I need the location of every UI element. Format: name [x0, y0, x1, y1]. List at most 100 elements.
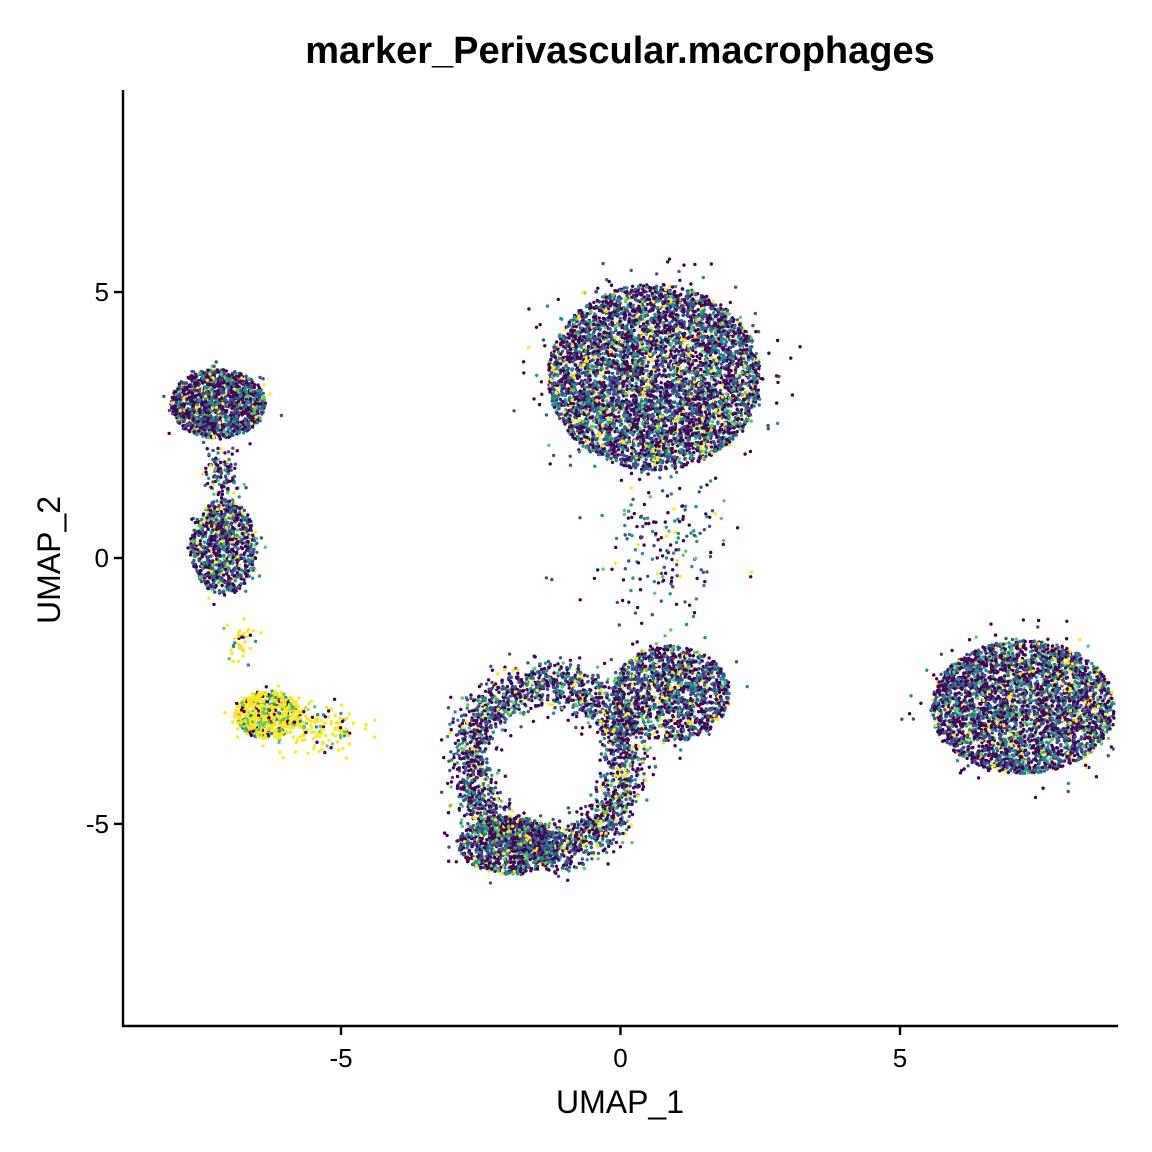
data-point — [575, 422, 579, 427]
data-point — [658, 394, 663, 398]
data-point — [596, 441, 600, 446]
data-point — [612, 425, 617, 429]
data-point — [650, 468, 655, 472]
data-point — [552, 345, 556, 349]
data-point — [629, 471, 634, 476]
data-point — [733, 398, 737, 402]
data-point — [667, 308, 672, 313]
data-point — [621, 430, 625, 435]
data-point — [605, 350, 609, 354]
data-point — [675, 327, 679, 332]
data-point — [652, 365, 657, 369]
data-point — [595, 298, 599, 303]
data-point — [631, 407, 636, 412]
data-point — [636, 418, 640, 423]
data-point — [652, 333, 657, 337]
data-point — [626, 390, 631, 395]
data-point — [630, 288, 634, 292]
data-point — [710, 420, 715, 424]
data-point — [662, 315, 667, 320]
data-point — [713, 314, 718, 319]
data-point — [619, 460, 624, 465]
data-point — [718, 447, 722, 451]
data-point — [646, 393, 651, 397]
data-point — [570, 368, 574, 372]
data-point — [689, 411, 694, 415]
data-point — [606, 403, 610, 407]
data-point — [680, 287, 684, 291]
data-point — [731, 362, 735, 366]
data-point — [612, 389, 616, 394]
data-point — [598, 327, 602, 331]
data-point — [717, 438, 721, 443]
data-point — [674, 411, 678, 415]
data-point — [711, 349, 716, 353]
data-point — [670, 405, 674, 409]
data-point — [656, 430, 660, 434]
data-point — [555, 391, 559, 395]
data-point — [699, 323, 703, 327]
data-point — [728, 410, 732, 415]
data-point — [660, 313, 664, 317]
data-point — [604, 370, 608, 375]
data-point — [643, 435, 647, 439]
data-point — [569, 351, 573, 355]
data-point — [611, 386, 615, 390]
data-point — [612, 297, 616, 302]
data-point — [633, 360, 637, 364]
data-point — [735, 362, 739, 366]
data-point — [676, 306, 681, 310]
data-point — [603, 326, 607, 330]
data-point — [748, 393, 752, 397]
data-point — [576, 399, 581, 403]
data-point — [689, 319, 693, 323]
data-point — [755, 363, 759, 368]
data-point — [596, 385, 600, 389]
data-point — [740, 417, 744, 422]
data-point — [704, 454, 708, 458]
data-point — [634, 450, 638, 454]
data-point — [588, 378, 593, 382]
data-point — [633, 439, 637, 443]
data-point — [637, 336, 641, 341]
data-point — [605, 366, 609, 370]
data-point — [690, 408, 694, 412]
data-point — [650, 329, 654, 333]
data-point — [695, 426, 699, 431]
data-point — [623, 299, 628, 304]
data-point — [703, 410, 707, 414]
data-point — [585, 303, 590, 308]
data-point — [697, 435, 701, 439]
data-point — [617, 347, 621, 351]
data-point — [667, 257, 672, 261]
data-point — [593, 347, 597, 351]
data-point — [745, 367, 749, 371]
data-point — [672, 324, 677, 329]
data-point — [605, 309, 609, 313]
data-point — [697, 490, 701, 494]
data-point — [704, 366, 708, 370]
data-point — [602, 437, 607, 441]
data-point — [553, 355, 557, 359]
data-point — [654, 362, 659, 366]
data-point — [677, 331, 681, 335]
data-point — [632, 353, 636, 357]
data-point — [671, 379, 675, 383]
data-point — [608, 420, 612, 424]
data-point — [698, 360, 702, 364]
data-point — [609, 396, 613, 400]
data-point — [714, 340, 718, 345]
data-point — [729, 318, 733, 322]
data-point — [666, 418, 670, 422]
data-point — [687, 388, 692, 392]
data-point — [563, 365, 567, 369]
data-point — [707, 403, 711, 407]
data-point — [731, 376, 736, 381]
data-point — [639, 340, 643, 344]
data-point — [682, 334, 686, 339]
data-point — [675, 300, 679, 305]
data-point — [706, 443, 711, 447]
data-point — [591, 403, 595, 407]
data-point — [679, 292, 683, 297]
